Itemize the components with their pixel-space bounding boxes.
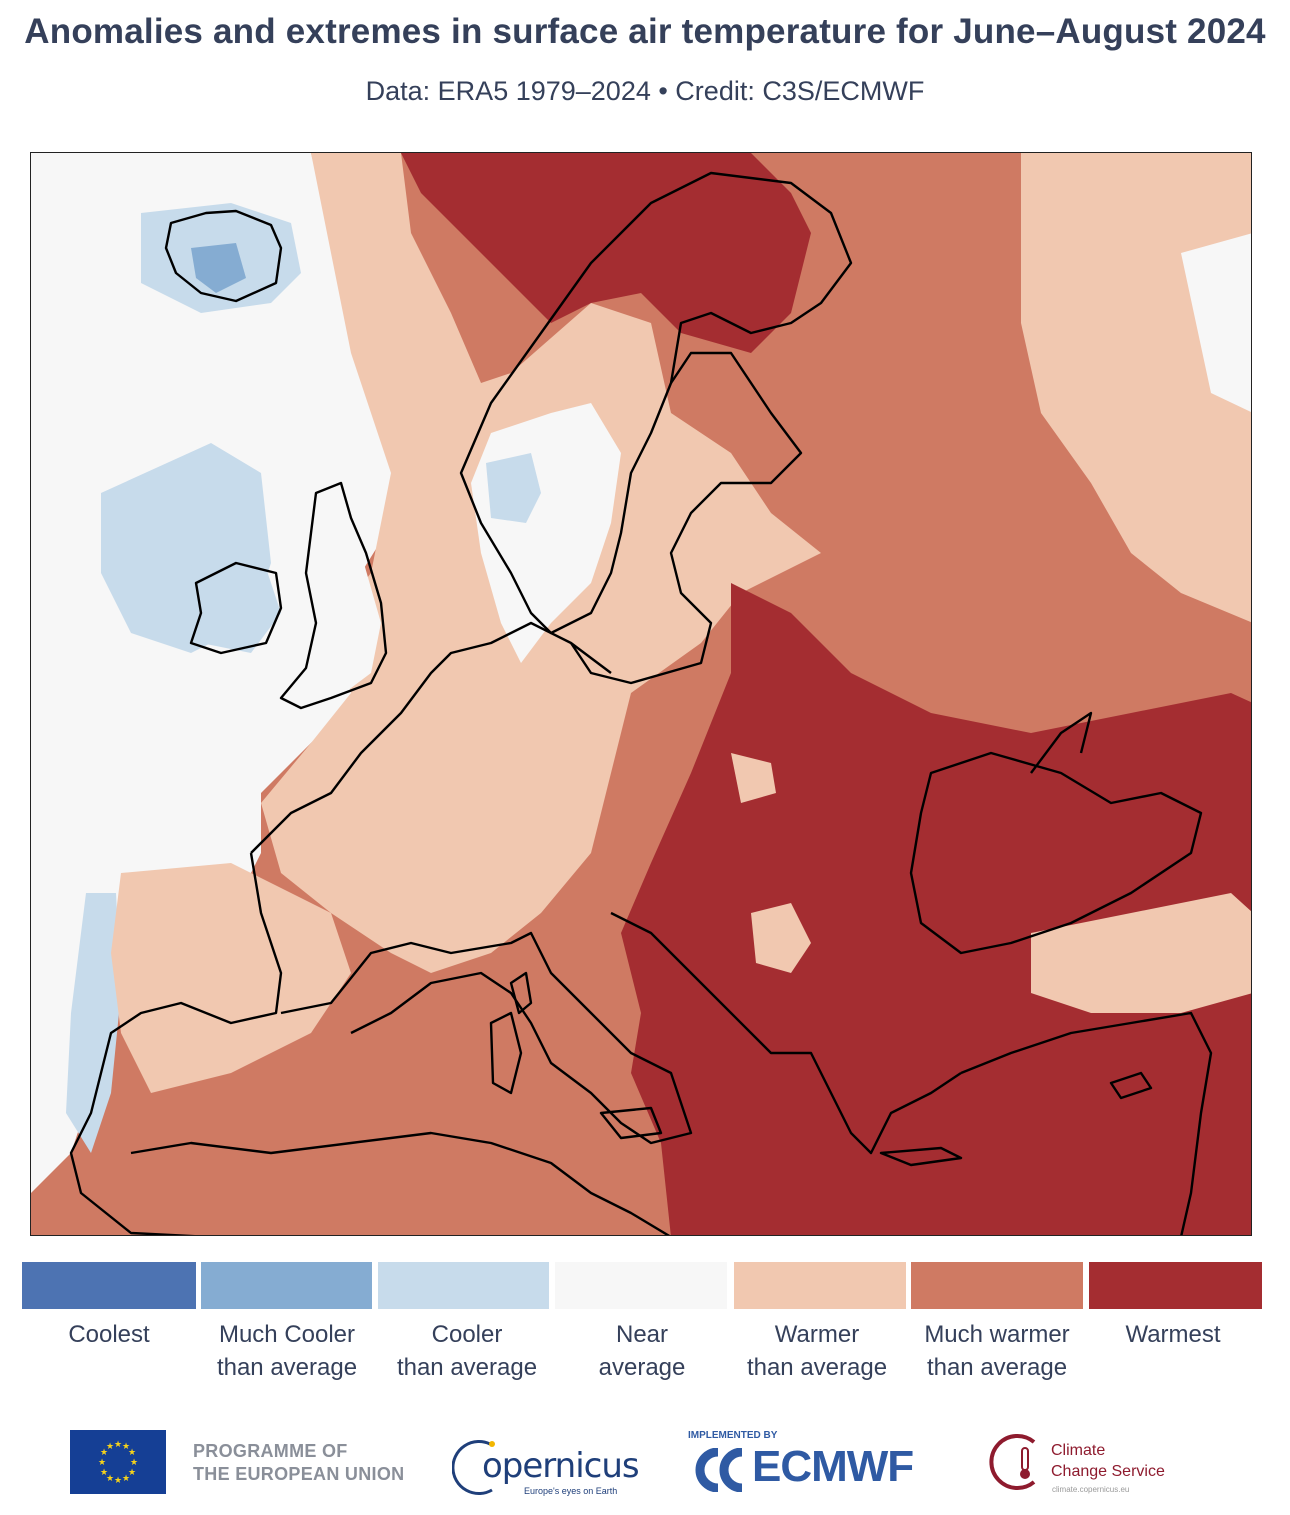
c3s-text-line1: Climate [1051, 1442, 1106, 1459]
temperature-anomaly-map [30, 152, 1252, 1236]
c3s-text-line2: Change Service [1051, 1463, 1165, 1480]
copernicus-wordmark: opernicus [482, 1446, 640, 1486]
legend-label-line1: Cooler [431, 1321, 503, 1348]
c3s-thermometer-icon [989, 1434, 1036, 1490]
legend-label-warmest: Warmest [1083, 1318, 1263, 1351]
svg-text:★: ★ [122, 1474, 130, 1484]
legend-label-line2: average [598, 1354, 686, 1381]
coastline-crimea [1030, 711, 1093, 774]
svg-text:★: ★ [98, 1458, 106, 1468]
coastline-finland-baltic [570, 351, 803, 685]
svg-text:★: ★ [100, 1468, 108, 1478]
region-iberia-warmer [111, 863, 351, 1093]
map-svg [31, 153, 1251, 1235]
svg-text:★: ★ [106, 1474, 114, 1484]
legend-label-much-warmer: Much warmer than average [907, 1318, 1087, 1384]
legend-label-line2: than average [746, 1354, 888, 1381]
eu-text-line2: THE EUROPEAN UNION [193, 1464, 405, 1484]
legend-label-much-cooler: Much Cooler than average [197, 1318, 377, 1384]
svg-text:★: ★ [130, 1458, 138, 1468]
legend-swatch-much-warmer [911, 1262, 1083, 1309]
footer-logos: ★ ★ ★ ★ ★ ★ ★ ★ ★ ★ ★ ★ PROGRAMME OF THE EUROPEA… [0, 1420, 1290, 1510]
legend-swatch-warmest [1089, 1262, 1262, 1309]
eu-text-line1: PROGRAMME OF [193, 1441, 348, 1461]
svg-text:★: ★ [114, 1476, 122, 1486]
legend-swatch-near-average [555, 1262, 727, 1309]
legend-label-cooler: Cooler than average [377, 1318, 557, 1384]
svg-text:★: ★ [122, 1442, 130, 1452]
coastline-sicily [599, 1106, 663, 1140]
region-uk-near-average [281, 513, 381, 703]
c3s-url: climate.copernicus.eu [1052, 1485, 1130, 1494]
ecmwf-wordmark: ECMWF [752, 1442, 914, 1491]
coastline-great-britain [279, 481, 388, 710]
eu-flag-icon: ★ ★ ★ ★ ★ ★ ★ ★ ★ ★ ★ ★ [70, 1430, 166, 1494]
page-subtitle: Data: ERA5 1979–2024 • Credit: C3S/ECMWF [365, 76, 925, 106]
copernicus-logo: opernicus Europe's eyes on Earth [452, 1432, 642, 1502]
coastline-mediterranean-north [280, 931, 693, 1145]
region-iceland-much-cooler [191, 243, 246, 293]
legend-label-line1: Near [615, 1321, 669, 1348]
copernicus-c-icon [452, 1440, 495, 1495]
eu-programme-text: PROGRAMME OF THE EUROPEAN UNION [193, 1440, 404, 1486]
legend-label-near-average: Near average [552, 1318, 732, 1384]
region-russia-near-average [1181, 233, 1251, 413]
coastline-anatolia [960, 1011, 1213, 1235]
svg-text:★: ★ [128, 1468, 136, 1478]
legend-label-line1: Much Cooler [218, 1321, 356, 1348]
legend-label-line1: Warmer [774, 1321, 860, 1348]
coastline-north-africa [130, 1131, 670, 1235]
legend-label-line1: Coolest [68, 1321, 150, 1348]
coastline-cyprus [1109, 1071, 1153, 1100]
coastline-crete [879, 1146, 963, 1167]
legend-swatch-much-cooler [201, 1262, 372, 1309]
region-portugal-coast-cooler [66, 893, 121, 1153]
coastline-ireland [189, 561, 283, 655]
coastline-black-sea [909, 751, 1203, 955]
region-norway-cooler [486, 453, 541, 523]
legend-label-warmer: Warmer than average [727, 1318, 907, 1384]
coastline-corsica [509, 971, 533, 1015]
region-anatolia-warmer [1031, 893, 1251, 1013]
legend-label-line1: Warmest [1125, 1321, 1221, 1348]
copernicus-tagline: Europe's eyes on Earth [524, 1486, 618, 1496]
svg-text:★: ★ [106, 1442, 114, 1452]
svg-text:★: ★ [100, 1448, 108, 1458]
eu-stars-icon: ★ ★★ ★★★ ★★★ ★★★ [98, 1440, 138, 1486]
coastline-europe-mainland [69, 621, 612, 1235]
legend-swatch-warmer [734, 1262, 906, 1309]
region-ukraine-warmer [731, 753, 776, 803]
svg-text:★: ★ [128, 1448, 136, 1458]
svg-text:★: ★ [114, 1440, 122, 1450]
coastline-balkans [610, 911, 962, 1155]
region-north-scandinavia-warmest [401, 153, 811, 353]
region-balkans-warmer [751, 903, 811, 973]
region-ireland-cooler [191, 553, 281, 653]
ecmwf-mark-icon [695, 1448, 743, 1492]
legend-label-coolest: Coolest [19, 1318, 199, 1351]
page-title: Anomalies and extremes in surface air te… [24, 12, 1266, 51]
legend-label-line2: than average [396, 1354, 538, 1381]
legend-label-line2: than average [926, 1354, 1068, 1381]
coastline-iceland [164, 209, 283, 303]
legend-swatch-coolest [22, 1262, 196, 1309]
ecmwf-implemented-by: IMPLEMENTED BY [688, 1430, 778, 1441]
legend-label-line2: than average [216, 1354, 358, 1381]
coastline-sardinia [489, 1011, 523, 1095]
legend-swatch-cooler [378, 1262, 549, 1309]
legend-label-line1: Much warmer [924, 1321, 1070, 1348]
coastlines [69, 171, 1213, 1235]
region-southeast-europe-warmest [621, 583, 1251, 1235]
c3s-text: Climate Change Service [1051, 1440, 1165, 1482]
